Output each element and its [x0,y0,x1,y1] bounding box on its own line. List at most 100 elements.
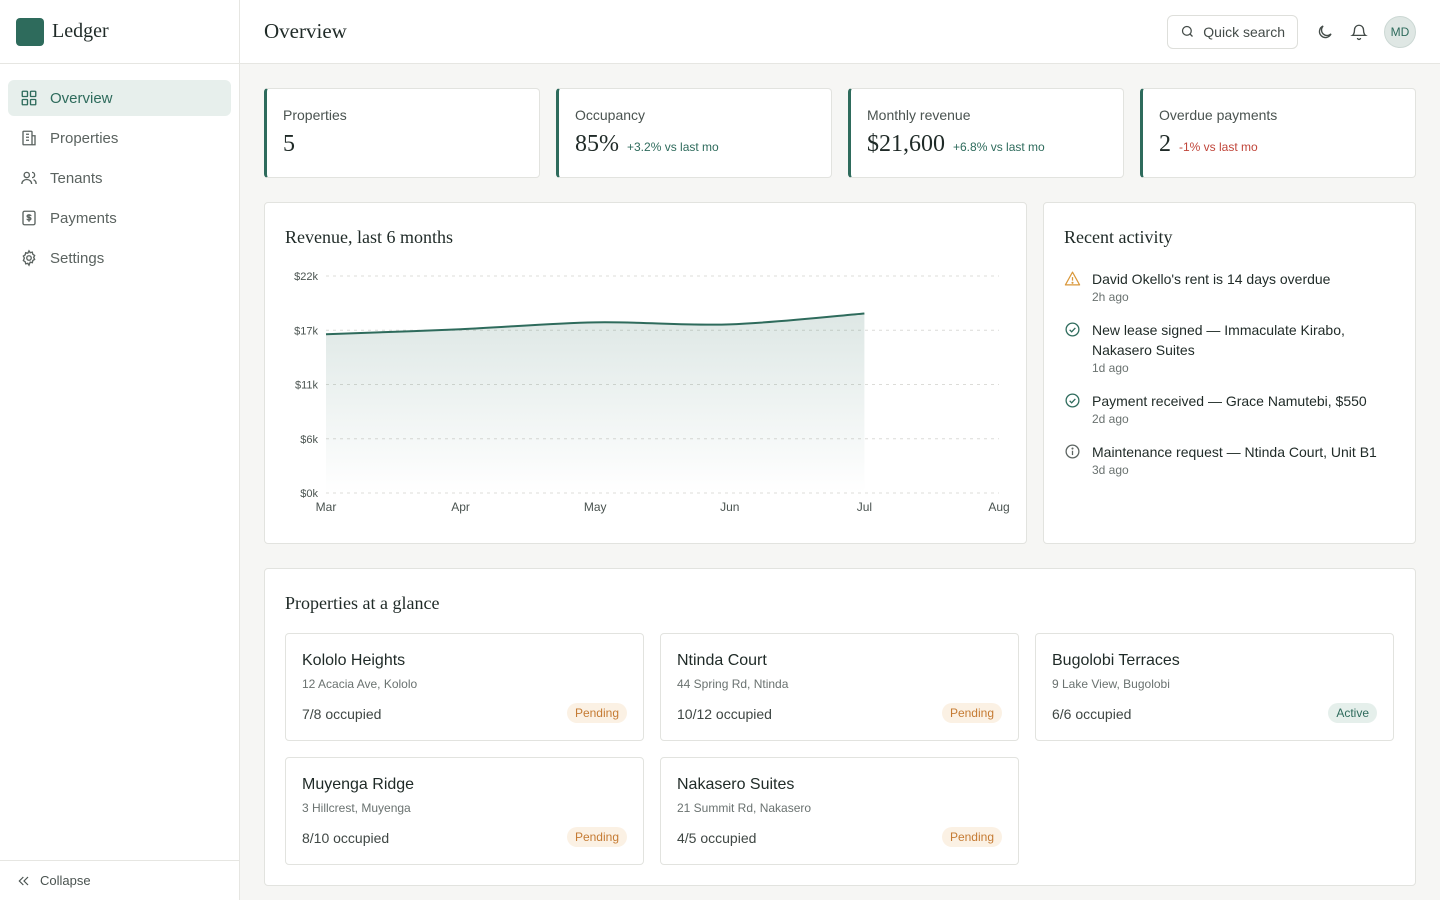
users-icon [21,171,37,185]
stat-delta: +3.2% vs last mo [627,140,719,154]
stat-card-properties: Properties 5 [264,88,540,178]
stat-label: Monthly revenue [867,107,971,123]
status-badge: Active [1328,703,1377,723]
header-actions: Quick search MD [1167,14,1416,49]
check-circle-icon [1065,322,1080,337]
logo [16,17,44,46]
activity-time: 2d ago [1092,412,1129,426]
property-address: 21 Summit Rd, Nakasero [677,801,812,815]
theme-toggle-button[interactable] [1314,21,1336,43]
revenue-line [325,312,865,336]
property-card[interactable]: Kololo Heights 12 Acacia Ave, Kololo 7/8… [285,633,644,741]
property-name: Muyenga Ridge [302,776,415,793]
brand[interactable]: Ledger [0,0,239,64]
notifications-button[interactable] [1348,21,1370,43]
x-tick-label: Aug [988,500,1009,514]
info-icon [1065,444,1080,459]
activity-text: David Okello's rent is 14 days overdue [1092,271,1331,287]
stat-label: Properties [283,107,347,123]
stat-delta: +6.8% vs last mo [953,140,1045,154]
x-tick-label: Apr [451,500,470,514]
activity-item[interactable]: Payment received — Grace Namutebi, $550 … [1064,391,1404,426]
quick-search-label: Quick search [1203,23,1285,40]
sidebar-item-tenants[interactable]: Tenants [8,160,231,196]
property-card[interactable]: Nakasero Suites 21 Summit Rd, Nakasero 4… [660,757,1019,865]
property-occupancy: 7/8 occupied [302,706,382,722]
stat-card-monthly-revenue: Monthly revenue $21,600 +6.8% vs last mo [848,88,1124,178]
property-card[interactable]: Muyenga Ridge 3 Hillcrest, Muyenga 8/10 … [285,757,644,865]
stat-value: $21,600 [867,131,945,157]
recent-activity-title: Recent activity [1064,227,1173,247]
status-badge: Pending [566,703,627,723]
check-circle-icon [1065,393,1080,408]
revenue-chart-title: Revenue, last 6 months [285,227,453,247]
y-tick-label: $6k [300,434,318,446]
revenue-area [326,313,865,493]
properties-glance-title: Properties at a glance [285,593,440,613]
sidebar: Ledger Overview Properties Tenants Payme… [0,0,240,900]
app-name: Ledger [52,20,109,42]
properties-grid: Kololo Heights 12 Acacia Ave, Kololo 7/8… [285,633,1395,865]
activity-item[interactable]: New lease signed — Immaculate Kirabo, Na… [1064,320,1404,375]
property-card[interactable]: Ntinda Court 44 Spring Rd, Ntinda 10/12 … [660,633,1019,741]
activity-time: 3d ago [1092,463,1129,477]
sidebar-item-label: Settings [50,249,105,267]
stat-value: 2 [1159,131,1171,157]
stat-cards: Properties 5 Occupancy 85% +3.2% vs last… [264,88,1416,178]
page-title: Overview [264,19,347,43]
stat-value: 85% [575,131,619,157]
sidebar-item-properties[interactable]: Properties [8,120,231,156]
collapse-button[interactable]: Collapse [0,860,239,900]
warning-icon [1064,271,1081,286]
grid-icon [21,90,37,106]
activity-item[interactable]: David Okello's rent is 14 days overdue 2… [1064,269,1404,304]
moon-icon [1318,24,1332,38]
property-name: Ntinda Court [677,652,767,669]
sidebar-item-label: Overview [50,89,113,107]
property-occupancy: 10/12 occupied [677,706,772,722]
y-tick-label: $22k [294,271,318,283]
status-badge: Pending [941,827,1002,847]
property-name: Bugolobi Terraces [1052,652,1180,669]
sidebar-item-overview[interactable]: Overview [8,80,231,116]
x-tick-label: Jun [720,500,739,514]
gear-icon [22,249,36,267]
stat-label: Occupancy [575,107,646,123]
activity-text: Payment received — Grace Namutebi, $550 [1092,393,1367,409]
recent-activity-card: Recent activity David Okello's rent is 1… [1043,202,1416,544]
sidebar-nav: Overview Properties Tenants Payments Set… [0,64,239,296]
property-card[interactable]: Bugolobi Terraces 9 Lake View, Bugolobi … [1035,633,1394,741]
status-badge: Pending [566,827,627,847]
property-occupancy: 4/5 occupied [677,830,757,846]
y-tick-label: $0k [300,488,318,500]
x-tick-label: May [584,500,607,514]
stat-value: 5 [283,131,295,157]
sidebar-item-label: Payments [50,209,117,227]
search-icon [1182,25,1194,37]
revenue-chart: $0k $6k $11k $17k $22k Mar Apr May Jun Jul Aug [294,271,1010,514]
activity-text: Maintenance request — Ntinda Court, Unit… [1092,444,1377,460]
property-name: Nakasero Suites [677,776,795,793]
sidebar-item-label: Tenants [50,169,103,187]
property-address: 3 Hillcrest, Muyenga [302,801,411,815]
revenue-chart-card: Revenue, last 6 months $0k $6k $11k $17k $22… [264,202,1027,544]
y-tick-label: $17k [294,325,318,337]
properties-glance-card: Properties at a glance Kololo Heights 12… [264,568,1416,886]
avatar[interactable]: MD [1384,15,1416,48]
property-address: 44 Spring Rd, Ntinda [677,677,789,691]
receipt-icon [22,210,36,226]
bell-icon [1350,24,1368,40]
property-occupancy: 8/10 occupied [302,830,390,846]
quick-search-button[interactable]: Quick search [1167,14,1298,49]
property-name: Kololo Heights [302,652,406,669]
stat-card-occupancy: Occupancy 85% +3.2% vs last mo [556,88,832,178]
collapse-label: Collapse [40,873,91,888]
property-address: 9 Lake View, Bugolobi [1052,677,1170,691]
activity-item[interactable]: Maintenance request — Ntinda Court, Unit… [1064,442,1404,477]
activity-text: New lease signed — Immaculate Kirabo, Na… [1092,322,1345,358]
sidebar-item-payments[interactable]: Payments [8,200,231,236]
sidebar-item-label: Properties [50,129,119,147]
property-occupancy: 6/6 occupied [1052,706,1132,722]
sidebar-item-settings[interactable]: Settings [8,240,231,276]
property-address: 12 Acacia Ave, Kololo [302,677,418,691]
